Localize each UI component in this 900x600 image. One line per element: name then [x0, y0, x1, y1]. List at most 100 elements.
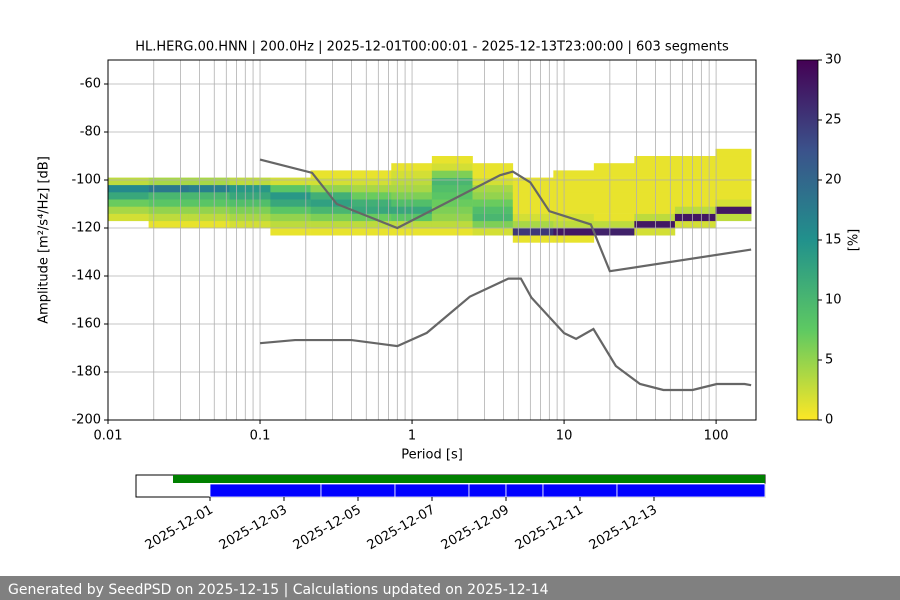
pdf-cell — [512, 206, 554, 214]
pdf-cell — [553, 235, 595, 243]
y-tick-label: -160 — [71, 317, 101, 332]
pdf-cell — [351, 220, 392, 229]
pdf-cell — [634, 228, 676, 236]
pdf-cell — [674, 156, 716, 164]
y-tick-label: -180 — [71, 365, 101, 380]
x-tick-label: 100 — [704, 429, 729, 444]
pdf-cell — [553, 177, 595, 186]
plot-frame — [107, 59, 757, 421]
pdf-cell — [188, 199, 230, 207]
colorbar-tick-label: 30 — [825, 53, 842, 68]
colorbar-tick-label: 10 — [825, 293, 842, 308]
pdf-cell — [351, 228, 392, 236]
pdf-cell — [148, 213, 190, 222]
pdf-cell — [472, 220, 514, 229]
pdf-cell — [351, 206, 392, 214]
pdf-cell — [229, 220, 271, 229]
pdf-cell — [674, 170, 716, 178]
pdf-cell — [270, 206, 311, 214]
coverage-bar — [468, 483, 507, 498]
pdf-cell — [553, 228, 595, 236]
pdf-cell — [715, 184, 752, 193]
pdf-cell — [634, 213, 676, 222]
pdf-cell — [472, 228, 514, 236]
noise-model-line — [259, 277, 752, 392]
pdf-cell — [715, 163, 752, 171]
pdf-cell — [593, 184, 635, 193]
pdf-cell — [472, 213, 514, 222]
pdf-cell — [674, 199, 716, 207]
pdf-cell — [351, 184, 392, 193]
colorbar-tick-label: 5 — [825, 353, 833, 368]
pdf-cell — [634, 220, 676, 229]
pdf-cell — [431, 228, 473, 236]
coverage-bar — [505, 483, 544, 498]
y-tick-label: -100 — [71, 173, 101, 188]
y-tick-label: -60 — [80, 77, 101, 92]
pdf-cell — [270, 184, 311, 193]
pdf-cell — [472, 177, 514, 186]
pdf-cell — [351, 170, 392, 178]
pdf-cell — [512, 235, 554, 243]
pdf-cell — [270, 177, 311, 186]
pdf-cell — [351, 199, 392, 207]
pdf-cell — [472, 163, 514, 171]
pdf-cell — [512, 213, 554, 222]
pdf-cell — [593, 213, 635, 222]
pdf-cell — [674, 206, 716, 214]
pdf-cell — [148, 177, 190, 186]
pdf-cell — [431, 184, 473, 193]
pdf-cell — [270, 228, 311, 236]
pdf-cell — [188, 220, 230, 229]
pdf-cell — [229, 199, 271, 207]
pdf-cell — [188, 184, 230, 193]
timeline-tick-label: 2025-12-05 — [291, 503, 364, 554]
noise-model-line — [259, 158, 752, 273]
pdf-cell — [512, 199, 554, 207]
pdf-cell — [270, 192, 311, 200]
pdf-cell — [593, 228, 635, 236]
pdf-cell — [188, 213, 230, 222]
y-tick-label: -140 — [71, 269, 101, 284]
pdf-cell — [229, 184, 271, 193]
pdf-cell — [472, 170, 514, 178]
timeline-tick-label: 2025-12-09 — [439, 503, 512, 554]
pdf-cell — [108, 177, 149, 186]
pdf-cell — [310, 206, 352, 214]
pdf-cell — [310, 228, 352, 236]
pdf-cell — [715, 213, 752, 222]
pdf-cell — [553, 220, 595, 229]
pdf-cell — [553, 213, 595, 222]
pdf-cell — [472, 199, 514, 207]
pdf-cell — [229, 213, 271, 222]
footer: Generated by SeedPSD on 2025-12-15 | Cal… — [8, 582, 549, 598]
pdf-cell — [674, 177, 716, 186]
pdf-cell — [553, 192, 595, 200]
timeline-tick-label: 2025-12-07 — [365, 503, 438, 554]
pdf-cell — [148, 206, 190, 214]
pdf-cell — [431, 156, 473, 164]
pdf-cell — [188, 177, 230, 186]
pdf-cell — [634, 156, 676, 164]
pdf-cell — [715, 206, 752, 214]
pdf-cell — [310, 184, 352, 193]
coverage-bar — [320, 483, 396, 498]
pdf-cell — [715, 156, 752, 164]
colorbar-tick-label: 25 — [825, 113, 842, 128]
pdf-cell — [229, 177, 271, 186]
coverage-bar — [173, 475, 765, 483]
pdf-cell — [715, 177, 752, 186]
pdf-cell — [593, 206, 635, 214]
pdf-cell — [512, 192, 554, 200]
pdf-cell — [553, 199, 595, 207]
pdf-cell — [310, 170, 352, 178]
pdf-cell — [351, 177, 392, 186]
pdf-cell — [553, 206, 595, 214]
chart-title: HL.HERG.00.HNN | 200.0Hz | 2025-12-01T00… — [135, 40, 729, 55]
pdf-cell — [431, 220, 473, 229]
pdf-cell — [472, 192, 514, 200]
x-tick-label: 0.01 — [94, 429, 123, 444]
y-axis-label: Amplitude [m²/s⁴/Hz] [dB] — [37, 156, 52, 324]
pdf-cell — [674, 163, 716, 171]
pdf-cell — [634, 170, 676, 178]
